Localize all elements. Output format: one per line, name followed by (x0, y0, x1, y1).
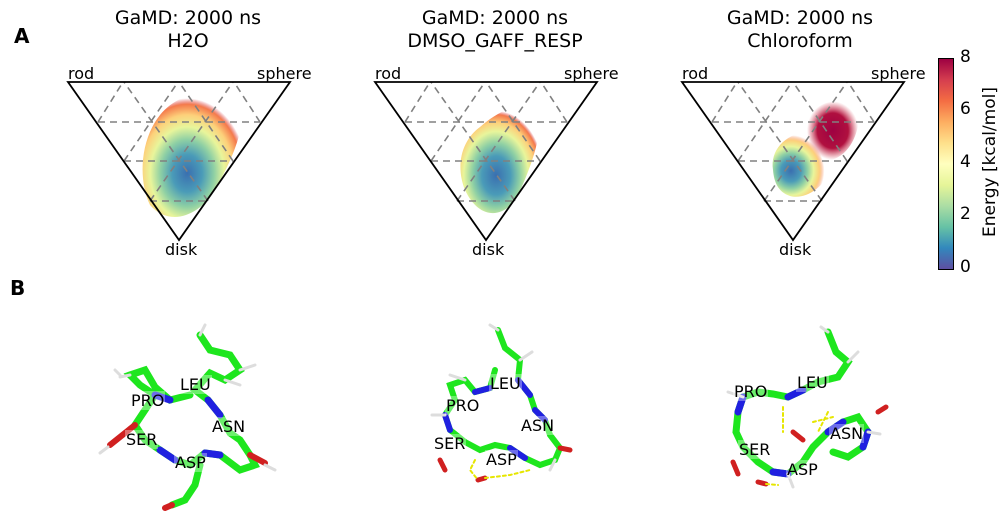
triangle-frame (373, 81, 599, 242)
colorbar-tick: 6 (960, 99, 971, 119)
colorbar-tick: 2 (960, 204, 971, 224)
panel-label-b: B (10, 276, 26, 300)
grid-lines (404, 81, 568, 202)
residue-label: ASP (174, 453, 207, 472)
residue-label: LEU (489, 374, 522, 393)
rod-label: rod (682, 64, 709, 83)
colorbar (938, 58, 954, 270)
ternary-svg (680, 81, 906, 242)
residue-label: ASN (520, 416, 556, 435)
disk-label: disk (472, 240, 505, 259)
plot-title: GaMD: 2000 ns H2O (114, 7, 262, 52)
residue-label: LEU (179, 375, 212, 394)
sphere-label: sphere (871, 64, 926, 83)
disk-label: disk (165, 240, 198, 259)
molecule-drawing (726, 325, 889, 489)
plot-title: GaMD: 2000 ns Chloroform (726, 7, 874, 52)
ternary-svg (66, 81, 292, 242)
panel-label-a: A (14, 24, 30, 48)
sphere-label: sphere (257, 64, 312, 83)
rod-label: rod (375, 64, 402, 83)
residue-label: ASN (829, 424, 865, 443)
sphere-label: sphere (564, 64, 619, 83)
residue-label: SER (738, 440, 772, 459)
residue-label: PRO (733, 382, 769, 401)
density-cloud (772, 131, 834, 197)
molecule-drawing (430, 323, 573, 483)
structure-chloroform: PRO LEU ASN SER ASP (718, 322, 893, 497)
grid-lines (97, 81, 261, 202)
ternary-svg (373, 81, 599, 242)
triangle-frame (680, 81, 906, 242)
structure-h2o: LEU PRO ASN SER ASP (90, 315, 290, 520)
grid-lines (711, 81, 875, 202)
molecule-drawing (98, 323, 277, 511)
colorbar-label: Energy [kcal/mol] (980, 87, 1000, 237)
colorbar-tick: 8 (960, 47, 971, 67)
density-cloud (460, 105, 540, 214)
structure-dmso: LEU PRO ASN SER ASP (420, 320, 590, 495)
triangle-frame (66, 81, 292, 242)
colorbar-tick: 0 (960, 257, 971, 277)
residue-label: SER (433, 434, 467, 453)
plot-title: GaMD: 2000 ns DMSO_GAFF_RESP (407, 7, 583, 52)
residue-label: ASP (786, 460, 819, 479)
colorbar-tick: 4 (960, 152, 971, 172)
residue-label: PRO (130, 391, 166, 410)
residue-label: ASN (211, 417, 247, 436)
residue-label: SER (125, 430, 159, 449)
residue-label: ASP (485, 450, 518, 469)
residue-label: LEU (796, 373, 829, 392)
residue-label: PRO (445, 396, 481, 415)
rod-label: rod (68, 64, 95, 83)
disk-label: disk (779, 240, 812, 259)
colorbar-gradient (939, 59, 953, 269)
